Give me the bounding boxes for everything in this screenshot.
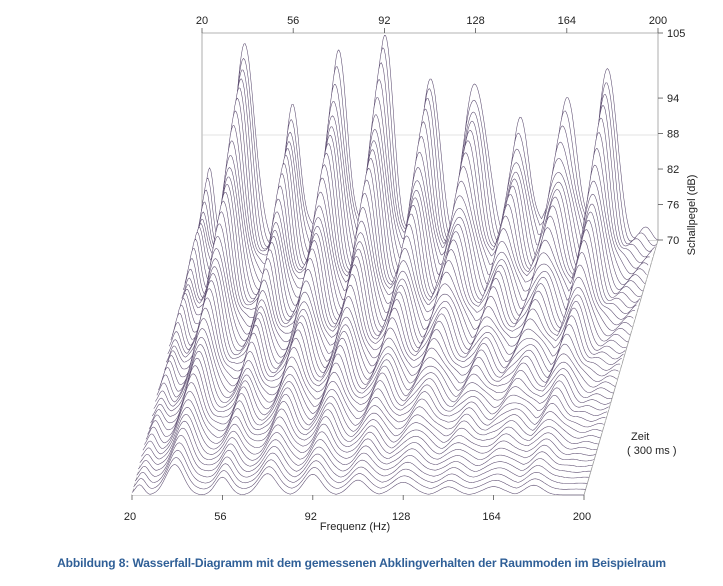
trace-fill xyxy=(147,391,601,439)
trace-fill xyxy=(164,297,619,376)
y-tick-label: 105 xyxy=(667,28,685,40)
decay-trace xyxy=(165,288,621,371)
decay-trace xyxy=(139,427,593,467)
decay-trace xyxy=(136,442,589,479)
decay-trace xyxy=(141,420,594,462)
decay-trace xyxy=(159,328,614,394)
x-tick-bottom-label: 164 xyxy=(482,511,500,523)
x-tick-top-label: 164 xyxy=(558,15,576,27)
decay-trace xyxy=(183,184,639,309)
x-tick-top-label: 56 xyxy=(287,15,299,27)
decay-trace xyxy=(164,297,619,377)
z-axis-unit: ( 300 ms ) xyxy=(627,445,677,457)
y-tick-label: 94 xyxy=(667,93,679,105)
trace-fill xyxy=(144,407,598,450)
trace-fill xyxy=(163,308,617,382)
x-tick-bottom-label: 92 xyxy=(305,511,317,523)
trace-fill xyxy=(141,421,594,461)
decay-trace xyxy=(133,457,586,490)
decay-trace xyxy=(142,414,596,456)
z-axis-label: Zeit xyxy=(631,431,649,443)
y-tick-label: 76 xyxy=(667,200,679,212)
trace-fill xyxy=(153,358,608,416)
x-tick-top-label: 200 xyxy=(649,15,667,27)
trace-fill xyxy=(149,382,603,433)
y-tick-label: 82 xyxy=(667,164,679,176)
x-tick-bottom-label: 56 xyxy=(214,511,226,523)
decay-trace xyxy=(162,307,618,382)
decay-trace xyxy=(147,391,601,439)
trace-fill xyxy=(152,365,606,422)
trace-fill xyxy=(155,351,609,410)
decay-trace xyxy=(134,449,588,484)
trace-fill xyxy=(166,288,621,371)
decay-trace xyxy=(145,399,599,445)
decay-trace xyxy=(167,280,622,365)
x-tick-bottom-label: 200 xyxy=(573,511,591,523)
x-tick-top-label: 20 xyxy=(196,15,208,27)
y-axis-label: Schallpegel (dB) xyxy=(686,175,698,256)
x-tick-bottom-label: 128 xyxy=(392,511,410,523)
x-tick-top-label: 128 xyxy=(466,15,484,27)
decay-trace xyxy=(150,373,604,428)
chart-panel: 20 56 92 128 164 200 20 56 92 128 164 200 105 94 88 82 7… xyxy=(121,0,698,546)
decay-trace xyxy=(153,357,608,416)
decay-trace xyxy=(170,266,626,354)
trace-fill xyxy=(146,399,599,444)
x-tick-top-label: 92 xyxy=(378,15,390,27)
decay-trace xyxy=(158,337,613,399)
trace-fill xyxy=(142,414,596,456)
figure-caption: Abbildung 8: Wasserfall-Diagramm mit dem… xyxy=(57,556,666,570)
trace-fill xyxy=(161,318,616,388)
decay-trace xyxy=(144,407,598,450)
x-tick-bottom-label: 20 xyxy=(124,511,136,523)
trace-fill xyxy=(138,435,591,473)
y-tick-label: 70 xyxy=(667,235,679,247)
frame-line xyxy=(583,239,659,496)
decay-traces xyxy=(131,34,659,496)
trace-fill xyxy=(139,428,593,467)
decay-trace xyxy=(148,382,603,433)
decay-trace xyxy=(156,344,611,405)
decay-trace xyxy=(155,351,609,411)
x-axis-label: Frequenz (Hz) xyxy=(320,521,390,533)
trace-fill xyxy=(150,373,604,427)
trace-fill xyxy=(132,464,584,495)
y-tick-label: 88 xyxy=(667,129,679,141)
decay-trace xyxy=(161,318,616,388)
decay-trace xyxy=(151,365,606,422)
decay-trace xyxy=(169,273,624,360)
decay-trace xyxy=(137,435,591,473)
decay-trace xyxy=(131,464,584,496)
